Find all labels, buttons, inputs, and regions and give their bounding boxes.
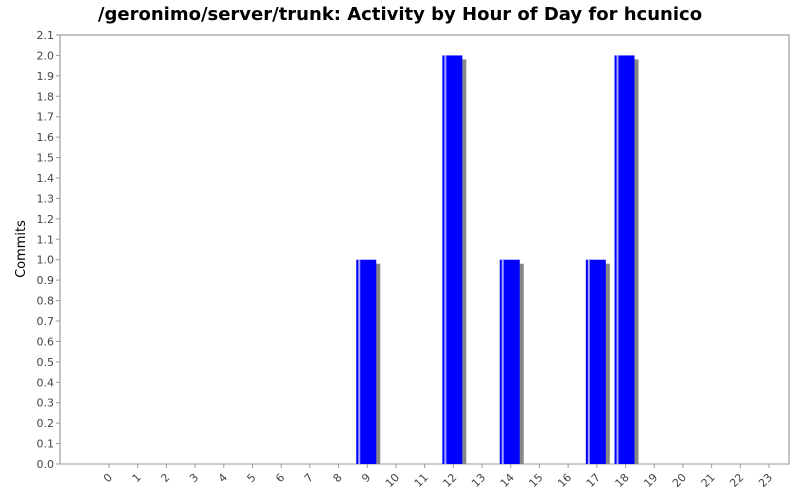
y-tick-label: 0.9 (37, 274, 55, 287)
y-tick-label: 1.4 (37, 172, 55, 185)
x-tick-label: 22 (727, 471, 746, 490)
x-tick-label: 13 (469, 471, 488, 490)
y-tick-label: 1.0 (37, 254, 55, 267)
y-tick-label: 0.6 (37, 335, 55, 348)
y-tick-label: 1.3 (37, 192, 55, 205)
x-tick-label: 21 (699, 471, 718, 490)
bar (614, 55, 635, 465)
y-axis: 0.0 0.1 0.2 0.3 0.4 0.5 0.6 0.7 0.8 0.9 1.0 1.1 1.2 1… (37, 29, 60, 471)
y-tick-label: 1.7 (37, 111, 55, 124)
bar (356, 259, 377, 464)
y-tick-label: 0.8 (37, 295, 55, 308)
bar-highlight (587, 259, 590, 464)
x-tick-label: 23 (756, 471, 775, 490)
bar (442, 55, 463, 465)
y-tick-label: 0.7 (37, 315, 55, 328)
y-tick-label: 1.8 (37, 90, 55, 103)
x-tick-label: 8 (331, 471, 345, 485)
y-tick-label: 0.2 (37, 417, 55, 430)
y-axis-label: Commits (14, 220, 29, 278)
x-tick-label: 18 (613, 471, 632, 490)
x-tick-label: 9 (359, 471, 373, 485)
y-tick-label: 0.4 (37, 376, 55, 389)
bar-highlight (444, 55, 447, 465)
y-tick-label: 1.1 (37, 233, 55, 246)
bars (356, 55, 639, 465)
y-tick-label: 0.3 (37, 397, 55, 410)
x-tick-label: 10 (383, 471, 402, 490)
bar-highlight (616, 55, 619, 465)
y-tick-label: 1.6 (37, 131, 55, 144)
x-tick-label: 15 (526, 471, 545, 490)
x-tick-label: 16 (555, 471, 574, 490)
y-tick-label: 1.2 (37, 213, 55, 226)
x-tick-label: 3 (187, 471, 201, 485)
x-tick-label: 1 (130, 471, 144, 485)
y-tick-label: 0.1 (37, 438, 55, 451)
bar (499, 259, 520, 464)
bar-highlight (358, 259, 361, 464)
x-tick-label: 4 (216, 471, 230, 485)
x-tick-label: 20 (670, 471, 689, 490)
y-tick-label: 0.5 (37, 356, 55, 369)
x-tick-label: 19 (641, 471, 660, 490)
y-tick-label: 1.5 (37, 152, 55, 165)
x-tick-label: 2 (158, 471, 172, 485)
chart-title: /geronimo/server/trunk: Activity by Hour… (97, 4, 703, 25)
y-tick-label: 2.0 (37, 49, 55, 62)
y-tick-label: 1.9 (37, 70, 55, 83)
y-tick-label: 2.1 (37, 29, 55, 42)
plot-area (59, 34, 790, 465)
bar (585, 259, 606, 464)
y-tick-label: 0.0 (37, 458, 55, 471)
x-tick-label: 14 (498, 471, 517, 490)
x-tick-label: 5 (244, 471, 258, 485)
bar-highlight (501, 259, 504, 464)
x-axis: 0 1 2 3 4 5 6 7 8 9 10 11 12 13 14 15 16 17 18 19 20 21 22 23 (61, 463, 788, 490)
x-tick-label: 12 (440, 471, 459, 490)
x-tick-label: 6 (273, 471, 287, 485)
x-tick-label: 17 (584, 471, 603, 490)
x-tick-label: 7 (302, 471, 316, 485)
x-tick-label: 11 (412, 471, 431, 490)
x-tick-label: 0 (101, 471, 115, 485)
